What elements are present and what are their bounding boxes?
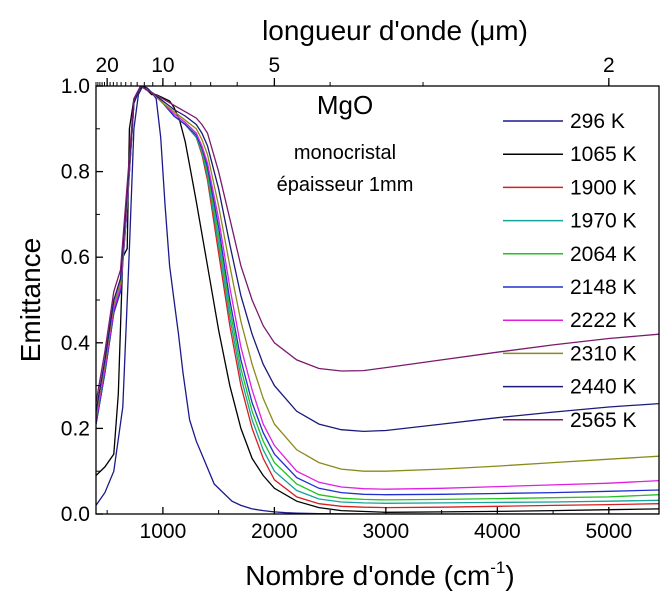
top-tick-label: 10 bbox=[151, 54, 174, 77]
legend-label: 2222 K bbox=[570, 309, 637, 332]
x-axis-title-close: ) bbox=[505, 560, 514, 591]
y-tick-label: 0.8 bbox=[61, 161, 90, 184]
legend-label: 2148 K bbox=[570, 276, 637, 299]
thickness-label: épaisseur 1mm bbox=[277, 174, 414, 196]
x-axis-title-sup: -1 bbox=[490, 558, 505, 577]
series-line-2565-k bbox=[96, 86, 659, 403]
plot-area bbox=[96, 86, 659, 514]
x-axis-title: Nombre d'onde (cm-1) bbox=[245, 558, 514, 591]
y-tick-label: 0.6 bbox=[61, 246, 90, 269]
series-line-296-k bbox=[96, 86, 659, 514]
legend-label: 2440 K bbox=[570, 376, 637, 399]
legend-label: 2064 K bbox=[570, 243, 637, 266]
axes: 1000 2000 3000 4000 5000 0.0 0.2 0.4 0.6 0.8 1.0 bbox=[61, 75, 660, 543]
x-tick-label: 3000 bbox=[363, 520, 410, 543]
legend-label: 2310 K bbox=[570, 342, 637, 365]
x-tick-label: 4000 bbox=[474, 520, 521, 543]
legend: 296 K 1065 K 1900 K 1970 K 2064 K 2148 K 2222 … bbox=[503, 110, 637, 432]
y-tick-label: 0.4 bbox=[61, 332, 91, 355]
x-tick-label: 1000 bbox=[140, 520, 187, 543]
y-axis-title: Emittance bbox=[15, 238, 46, 363]
legend-label: 2565 K bbox=[570, 409, 637, 432]
sample-type-label: monocristal bbox=[294, 142, 396, 164]
legend-label: 1065 K bbox=[570, 143, 637, 166]
y-tick-label: 1.0 bbox=[61, 75, 90, 98]
series-line-1065-k bbox=[96, 86, 659, 513]
top-axis: longueur d'onde (μm) 20 10 5 2 bbox=[95, 15, 615, 86]
legend-label: 296 K bbox=[570, 110, 625, 133]
top-tick-label: 5 bbox=[269, 54, 281, 77]
top-tick-label: 2 bbox=[603, 54, 615, 77]
y-tick-label: 0.0 bbox=[61, 503, 90, 526]
y-tick-label: 0.2 bbox=[61, 417, 90, 440]
x-tick-label: 5000 bbox=[585, 520, 632, 543]
top-tick-label: 20 bbox=[95, 54, 118, 77]
legend-label: 1900 K bbox=[570, 176, 637, 199]
x-tick-label: 2000 bbox=[251, 520, 298, 543]
x-axis-title-main: Nombre d'onde (cm bbox=[245, 560, 490, 591]
material-label: MgO bbox=[317, 90, 373, 120]
legend-label: 1970 K bbox=[570, 210, 637, 233]
top-axis-title: longueur d'onde (μm) bbox=[262, 15, 528, 46]
